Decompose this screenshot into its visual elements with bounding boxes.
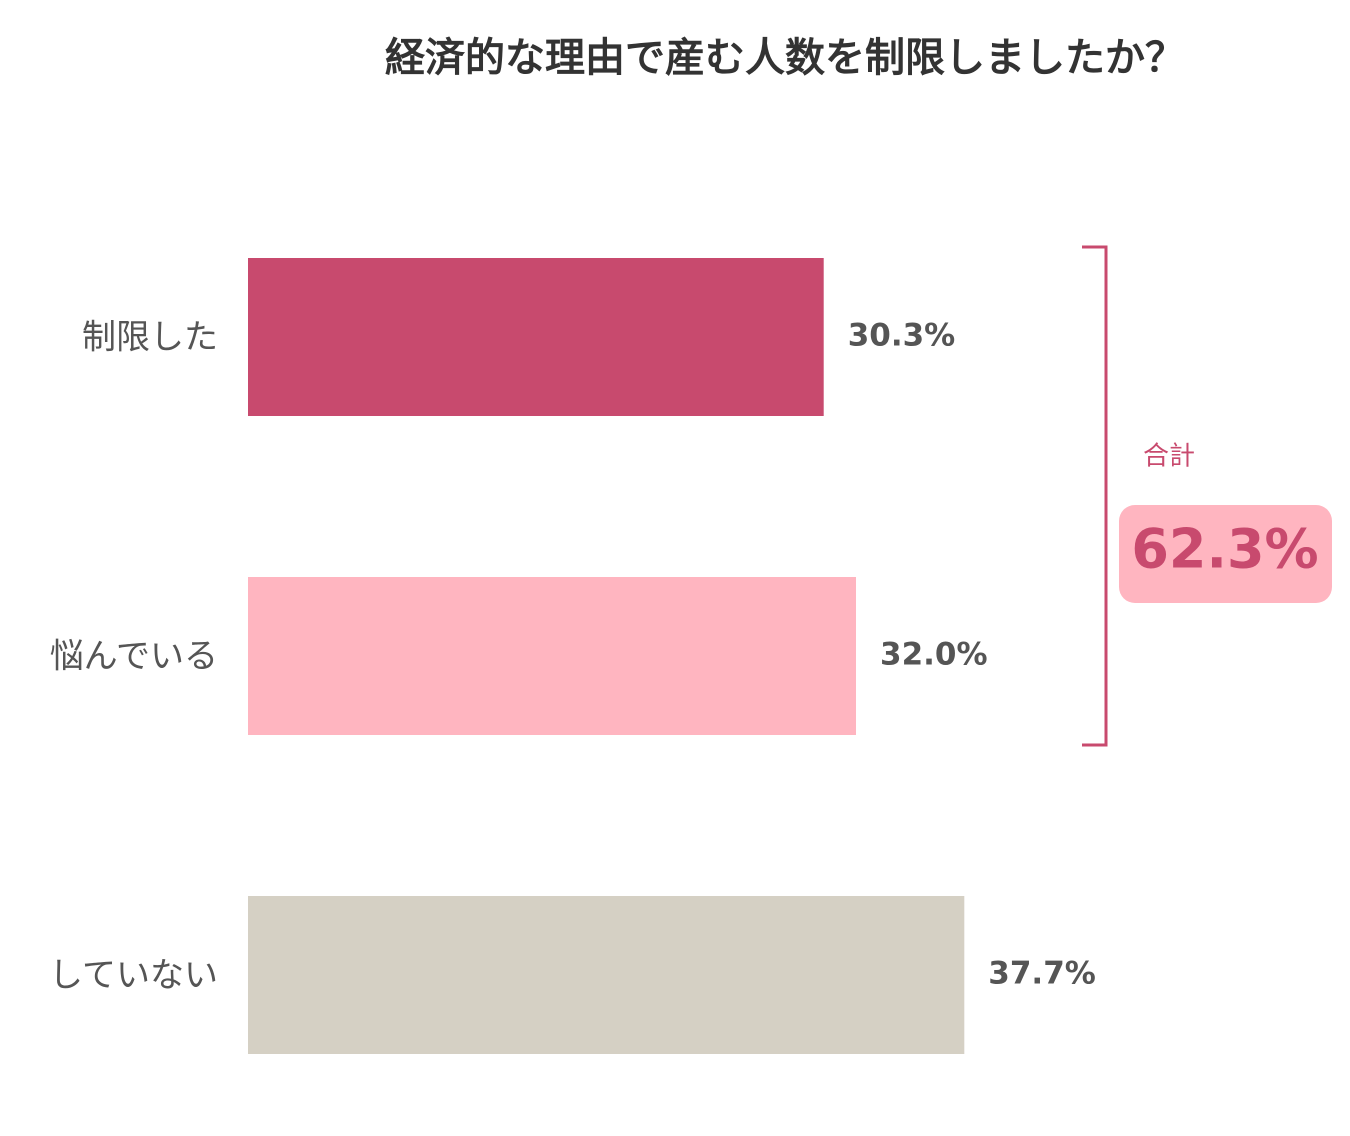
category-label: していない (49, 956, 218, 996)
bar (248, 896, 965, 1054)
category-label: 悩んでいる (50, 637, 218, 677)
value-label: 30.3% (848, 318, 956, 354)
category-label: 制限した (82, 318, 218, 358)
bracket (1082, 245, 1108, 747)
total-badge (1119, 505, 1332, 603)
value-label: 32.0% (880, 637, 988, 673)
chart-title: 経済的な理由で産む人数を制限しましたか？ (385, 35, 1185, 81)
bar (248, 577, 856, 735)
value-label: 37.7% (988, 956, 1096, 992)
bar (248, 258, 824, 416)
total-value: 62.3% (1131, 518, 1318, 581)
total-label: 合計 (1143, 442, 1195, 472)
